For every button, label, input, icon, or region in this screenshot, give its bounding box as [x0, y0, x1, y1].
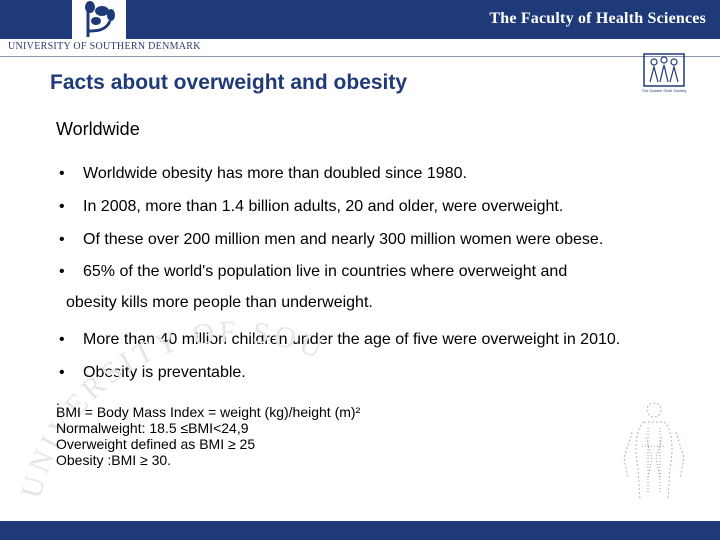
- bullet-item: More than 40 million children under the …: [83, 331, 621, 348]
- watermark-text: UNIVERSITY OF SOUTHERN DENMARK: [0, 300, 327, 502]
- body-outline-icon: [623, 402, 685, 501]
- divider: [0, 56, 720, 57]
- note-dot: .: [56, 392, 60, 408]
- footer-bar: [0, 521, 720, 540]
- header-bar: The Faculty of Health Sciences: [0, 0, 720, 39]
- bullet-marker: •: [59, 263, 65, 280]
- bullet-item: Obesity is preventable.: [83, 364, 246, 381]
- note-line: Normalweight: 18.5 ≤BMI<24,9: [56, 420, 249, 436]
- bullet-item: In 2008, more than 1.4 billion adults, 2…: [83, 198, 564, 215]
- note-line: Obesity :BMI ≥ 30.: [56, 452, 172, 468]
- bullet-marker: •: [59, 165, 65, 182]
- section-heading: Worldwide: [56, 119, 140, 139]
- note-line: BMI = Body Mass Index = weight (kg)/heig…: [56, 404, 361, 420]
- slide-title: Facts about overweight and obesity: [50, 71, 408, 94]
- faculty-name: The Faculty of Health Sciences: [489, 10, 706, 27]
- bullet-item: Of these over 200 million men and nearly…: [83, 231, 604, 248]
- bullet-marker: •: [59, 198, 65, 215]
- university-name: UNIVERSITY OF SOUTHERN DENMARK: [8, 41, 201, 52]
- bullet-marker: •: [59, 364, 65, 381]
- family-logo-icon: [634, 52, 696, 96]
- plant-logo-icon: [72, 0, 126, 39]
- bullet-item: 65% of the world's population live in co…: [83, 263, 568, 280]
- university-watermark: UNIVERSITY OF SOUTHERN DENMARK: [0, 300, 330, 502]
- bullet-marker: •: [59, 231, 65, 248]
- svg-text:UNIVERSITY OF SOUTHERN DENMARK: UNIVERSITY OF SOUTHERN DENMARK: [0, 300, 330, 502]
- bullet-item: Worldwide obesity has more than doubled …: [83, 165, 467, 182]
- association-name: The Danish Sixth Society: [641, 88, 687, 93]
- bullet-continuation: obesity kills more people than underweig…: [66, 294, 373, 311]
- note-line: Overweight defined as BMI ≥ 25: [56, 436, 256, 452]
- bullet-marker: •: [59, 331, 65, 348]
